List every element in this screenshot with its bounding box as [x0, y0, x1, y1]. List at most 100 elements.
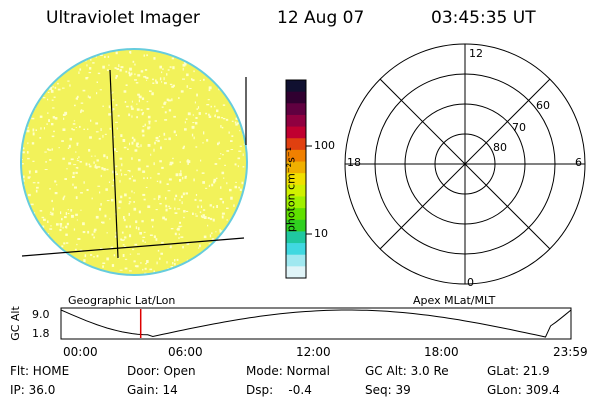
altitude-curve [60, 309, 572, 338]
speckle-dot [50, 89, 54, 93]
speckle-dot [66, 168, 68, 170]
speckle-dot [91, 233, 94, 236]
colorbar-band [286, 243, 306, 256]
speckle-dot [146, 101, 149, 103]
speckle-dot [104, 133, 107, 135]
speckle-dot [169, 161, 172, 164]
speckle-dot [159, 203, 162, 205]
speckle-dot [157, 139, 160, 143]
speckle-dot [142, 125, 145, 127]
speckle-dot [118, 257, 120, 259]
speckle-dot [234, 121, 237, 124]
speckle-dot [164, 218, 167, 221]
mlat-label-60: 60 [536, 99, 550, 112]
info-glat: GLat: 21.9 [487, 364, 550, 378]
speckle-dot [166, 98, 169, 101]
speckle-dot [239, 130, 241, 132]
speckle-dot [47, 98, 49, 101]
speckle-dot [196, 108, 198, 110]
speckle-dot [62, 157, 65, 160]
speckle-dot [226, 207, 229, 209]
speckle-dot [180, 195, 183, 198]
speckle-dot [160, 146, 162, 150]
speckle-dot [128, 73, 132, 77]
speckle-dot [124, 267, 128, 270]
speckle-dot [140, 144, 142, 148]
speckle-dot [130, 72, 133, 75]
speckle-dot [103, 168, 106, 171]
speckle-dot [142, 236, 146, 238]
speckle-dot [208, 243, 211, 245]
speckle-dot [107, 55, 110, 58]
speckle-dot [54, 86, 57, 89]
speckle-dot [93, 161, 95, 164]
speckle-dot [127, 148, 129, 150]
speckle-dot [51, 212, 54, 216]
speckle-dot [210, 105, 212, 108]
speckle-dot [104, 55, 106, 58]
info-flight: Flt: HOME [10, 364, 70, 378]
speckle-dot [35, 189, 38, 193]
speckle-dot [146, 108, 150, 110]
speckle-dot [75, 127, 77, 128]
speckle-dot [230, 140, 233, 142]
speckle-dot [162, 68, 164, 70]
speckle-dot [202, 216, 204, 219]
speckle-dot [67, 147, 70, 149]
speckle-dot [181, 225, 183, 227]
speckle-dot [133, 192, 135, 194]
speckle-dot [121, 163, 123, 167]
speckle-dot [193, 136, 195, 140]
speckle-dot [82, 89, 86, 92]
speckle-dot [235, 117, 239, 120]
speckle-dot [169, 66, 172, 68]
speckle-dot [100, 128, 102, 131]
speckle-dot [155, 79, 157, 82]
speckle-dot [134, 149, 138, 152]
colorbar-band [286, 231, 306, 244]
speckle-dot [224, 164, 226, 166]
speckle-dot [112, 170, 114, 174]
speckle-dot [129, 51, 131, 54]
speckle-dot [215, 177, 218, 179]
speckle-dot [168, 205, 170, 207]
speckle-dot [220, 153, 222, 155]
speckle-dot [170, 266, 174, 268]
speckle-dot [59, 228, 62, 232]
speckle-dot [71, 128, 73, 130]
speckle-dot [70, 209, 73, 212]
speckle-dot [129, 225, 131, 228]
speckle-dot [106, 168, 109, 171]
speckle-dot [155, 238, 158, 241]
speckle-dot [153, 162, 155, 166]
speckle-dot [194, 198, 197, 201]
speckle-dot [178, 97, 180, 99]
speckle-dot [154, 120, 157, 122]
speckle-dot [135, 226, 138, 230]
speckle-dot [37, 181, 40, 184]
speckle-dot [22, 175, 25, 179]
speckle-dot [47, 233, 50, 235]
speckle-dot [186, 73, 189, 77]
speckle-dot [144, 123, 146, 127]
speckle-dot [96, 159, 99, 162]
speckle-dot [195, 215, 198, 217]
speckle-dot [30, 203, 34, 206]
speckle-dot [52, 116, 55, 119]
colorbar-band [286, 80, 306, 93]
speckle-dot [100, 174, 102, 178]
speckle-dot [106, 232, 108, 234]
speckle-dot [161, 166, 164, 169]
speckle-dot [35, 129, 37, 131]
speckle-dot [150, 177, 152, 179]
speckle-dot [108, 105, 111, 109]
speckle-dot [202, 181, 205, 184]
speckle-dot [113, 136, 115, 138]
speckle-dot [115, 51, 118, 55]
info-seq: Seq: 39 [365, 383, 411, 397]
speckle-dot [172, 262, 174, 265]
speckle-dot [101, 167, 104, 170]
speckle-dot [142, 170, 146, 173]
speckle-dot [132, 179, 136, 182]
speckle-dot [69, 84, 71, 87]
